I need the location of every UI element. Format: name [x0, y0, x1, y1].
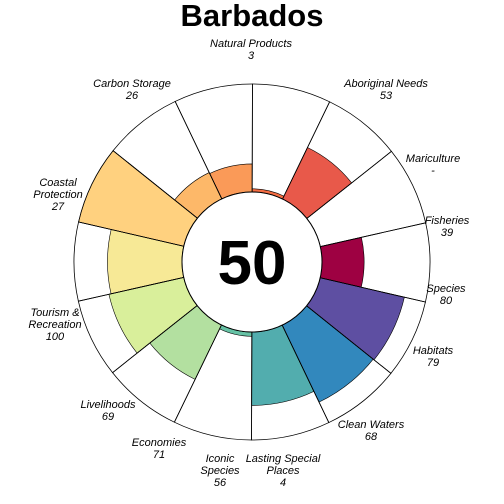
value-aboriginal-needs: 53: [380, 90, 393, 102]
label-livelihoods: Livelihoods 69: [80, 399, 136, 423]
petal-bg-lasting-special-places: [174, 324, 252, 440]
label-lasting-special-places: Lasting Special Places 4: [246, 453, 321, 489]
petal-bg-mariculture: [306, 151, 426, 247]
petal-labels: Fisheries 39 Mariculture - Aboriginal Needs 5…: [28, 38, 469, 489]
label-natural-products: Natural Products 3: [210, 38, 292, 62]
value-economies: 71: [153, 449, 165, 461]
petal-bg-natural-products: [252, 84, 330, 200]
value-tourism-recreation: 100: [46, 331, 65, 343]
label-coastal-protection: Coastal Protection 27: [33, 177, 83, 213]
label-carbon-storage: Carbon Storage 26: [93, 78, 171, 102]
chart-title: Barbados: [181, 0, 324, 33]
value-mariculture: -: [431, 165, 435, 177]
value-carbon-storage: 26: [125, 90, 139, 102]
label-economies: Economies 71: [132, 437, 187, 461]
label-habitats: Habitats 79: [413, 345, 454, 369]
label-clean-waters: Clean Waters 68: [338, 419, 405, 443]
label-fisheries: Fisheries 39: [425, 215, 470, 239]
label-mariculture: Mariculture -: [406, 153, 460, 177]
label-tourism-recreation: Tourism & Recreation 100: [28, 307, 81, 343]
value-iconic-species: 56: [214, 477, 227, 489]
value-livelihoods: 69: [102, 411, 114, 423]
value-species: 80: [440, 295, 453, 307]
value-habitats: 79: [427, 357, 439, 369]
label-aboriginal-needs: Aboriginal Needs 53: [343, 78, 428, 102]
value-lasting-special-places: 4: [280, 477, 286, 489]
label-species: Species 80: [426, 283, 466, 307]
value-fisheries: 39: [441, 227, 453, 239]
center-circle: [181, 191, 323, 333]
label-iconic-species: Iconic Species 56: [200, 453, 240, 489]
value-clean-waters: 68: [365, 431, 378, 443]
value-natural-products: 3: [248, 50, 255, 62]
value-coastal-protection: 27: [51, 201, 65, 213]
center-score: 50: [218, 229, 287, 298]
